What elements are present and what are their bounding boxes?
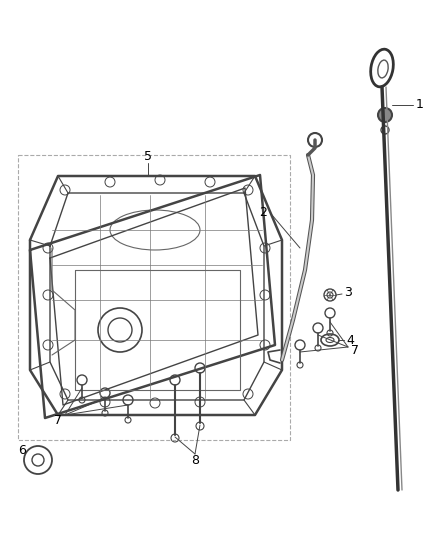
Text: 1: 1	[416, 99, 424, 111]
Text: 3: 3	[344, 287, 352, 300]
Text: 7: 7	[351, 343, 359, 357]
Text: 4: 4	[346, 334, 354, 346]
Text: 7: 7	[54, 414, 62, 426]
Circle shape	[378, 108, 392, 122]
Text: 5: 5	[144, 150, 152, 164]
Text: 2: 2	[259, 206, 267, 220]
Text: 8: 8	[191, 454, 199, 466]
Text: 6: 6	[18, 443, 26, 456]
